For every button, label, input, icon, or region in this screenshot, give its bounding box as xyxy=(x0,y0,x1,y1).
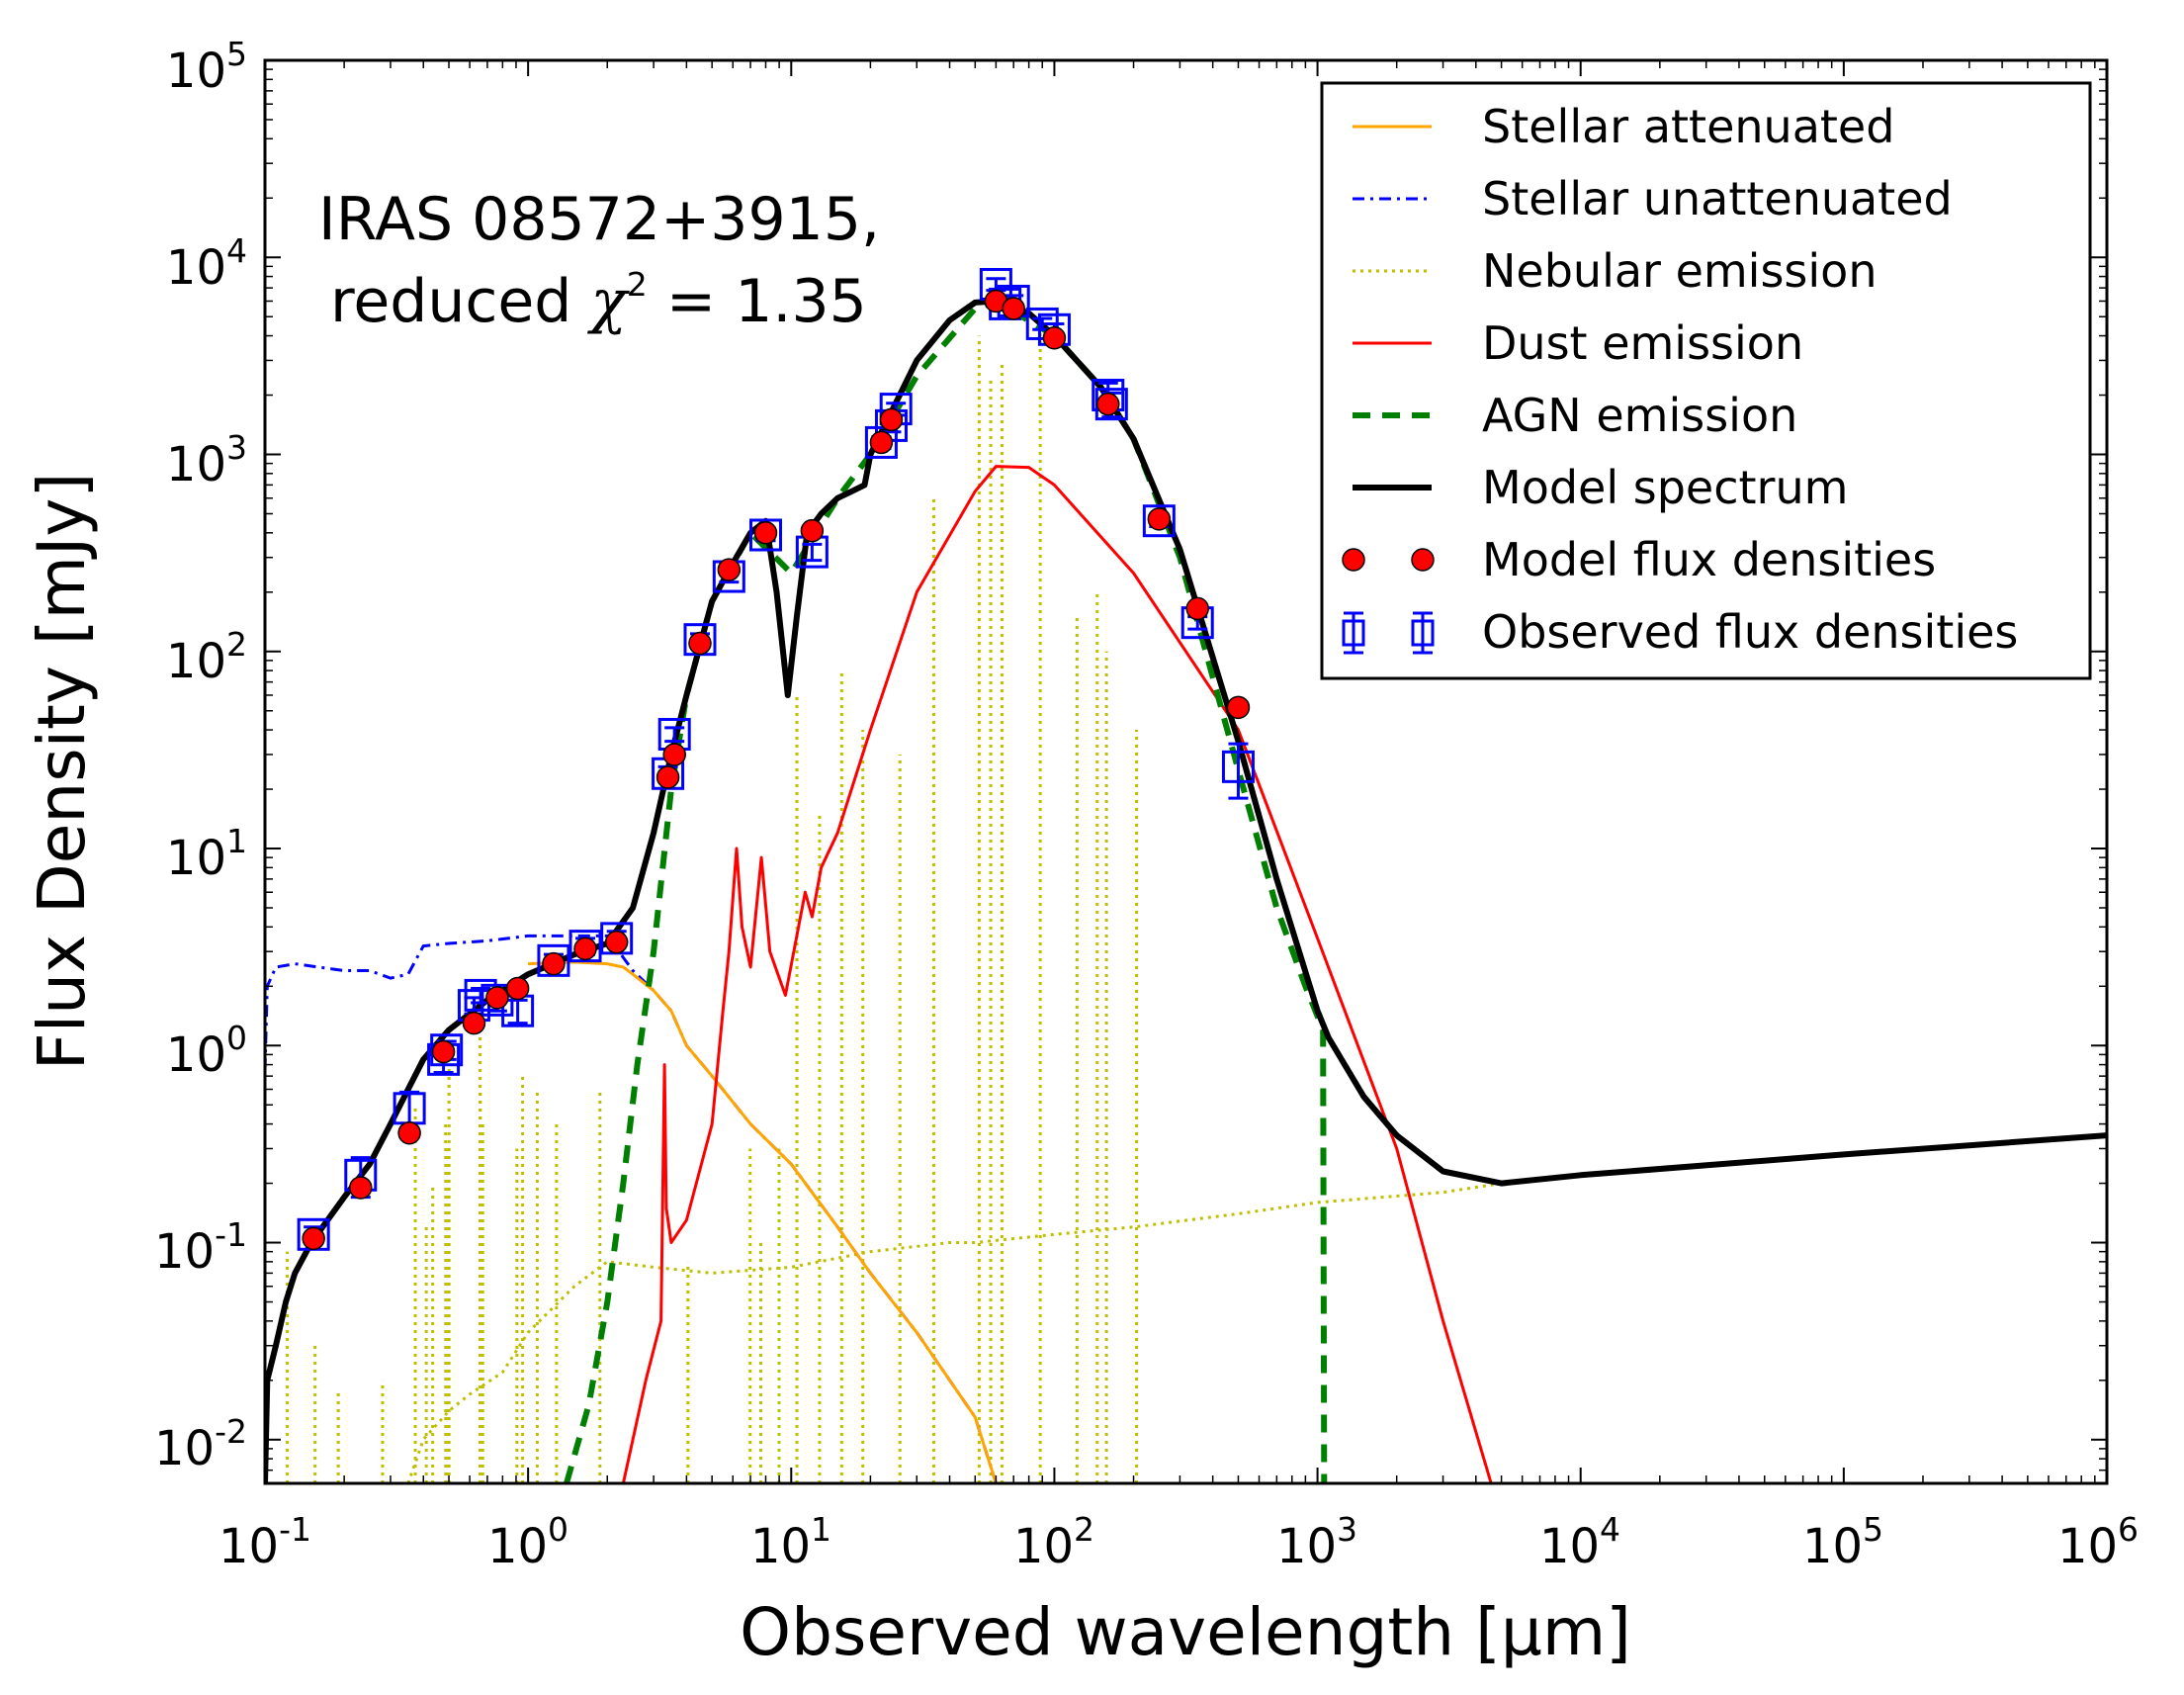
model-flux-point xyxy=(431,1039,456,1064)
model-flux-point xyxy=(717,558,742,581)
model-flux-point xyxy=(302,1226,325,1251)
model-flux-point xyxy=(1096,392,1120,416)
legend-entry-dust-emission: Dust emission xyxy=(1353,316,1803,370)
legend-label: Nebular emission xyxy=(1482,244,1877,298)
annotation-line1: IRAS 08572+3915, xyxy=(318,185,880,254)
observed-marker xyxy=(568,930,602,963)
y-tick-label: 103 xyxy=(166,428,247,492)
annotation-line2: reduced χ2 = 1.35 xyxy=(330,265,867,336)
observed-flux-point xyxy=(1221,742,1255,800)
model-flux-point xyxy=(688,631,712,656)
observed-marker xyxy=(1221,750,1255,783)
model-flux-point xyxy=(1147,507,1172,531)
y-axis-title: Flux Density [mJy] xyxy=(24,473,100,1070)
legend-box xyxy=(1320,81,2092,680)
y-tick-label: 104 xyxy=(166,231,247,296)
legend-label: Stellar attenuated xyxy=(1482,100,1894,153)
x-tick-label: 103 xyxy=(1276,1510,1357,1574)
legend-label: Stellar unattenuated xyxy=(1482,172,1953,225)
model-flux-point xyxy=(1042,325,1067,350)
x-tick-label: 10-1 xyxy=(218,1510,311,1574)
model-flux-point xyxy=(505,976,530,1001)
legend-entry-nebular-emission: Nebular emission xyxy=(1353,244,1877,298)
legend-label: Model flux densities xyxy=(1482,533,1936,586)
model-flux-point xyxy=(1002,297,1025,320)
model-flux-point xyxy=(800,518,825,543)
legend-label: Observed flux densities xyxy=(1482,605,2018,659)
y-tick-label: 102 xyxy=(166,625,247,689)
series-layer xyxy=(265,298,2107,1483)
legend-label: Dust emission xyxy=(1482,316,1803,370)
observed-marker xyxy=(1142,504,1176,538)
legend-entry-observed-flux-densities: Observed flux densities xyxy=(1342,605,2018,659)
ticks-layer xyxy=(264,59,2108,1484)
x-tick-label: 101 xyxy=(750,1510,831,1574)
observed-marker xyxy=(864,425,898,459)
model-flux-point xyxy=(662,743,686,766)
y-tick-label: 101 xyxy=(166,822,247,886)
y-tick-label: 105 xyxy=(166,35,247,99)
stellar-attenuated-series xyxy=(528,960,998,1483)
model-flux-point xyxy=(573,937,597,961)
model-flux-point xyxy=(879,407,904,432)
legend-entry-agn-emission: AGN emission xyxy=(1353,389,1797,442)
points-layer xyxy=(297,267,1255,1251)
observed-marker xyxy=(430,1033,464,1067)
model-flux-point xyxy=(397,1120,421,1145)
model-spectrum-series xyxy=(265,298,2107,1483)
x-tick-labels: 10-1 100 101 102 103 104 105 106 xyxy=(218,1510,2139,1574)
legend-entry-model-spectrum: Model spectrum xyxy=(1353,461,1848,514)
x-tick-label: 104 xyxy=(1539,1510,1620,1574)
model-flux-point xyxy=(604,930,629,954)
y-tick-labels: 10-2 10-1 100 101 102 103 104 105 xyxy=(154,35,247,1476)
y-tick-label: 100 xyxy=(166,1019,247,1083)
model-flux-point xyxy=(349,1176,373,1200)
x-axis-title: Observed wavelength [μm] xyxy=(740,1594,1631,1670)
model-flux-point xyxy=(1185,596,1209,621)
model-flux-point xyxy=(655,765,680,789)
legend-marker-model-flux xyxy=(1342,548,1365,572)
legend: Stellar attenuated Stellar unattenuated … xyxy=(1320,81,2092,680)
legend-marker-observed-flux xyxy=(1342,611,1365,655)
x-tick-label: 106 xyxy=(2057,1510,2139,1574)
plot-frame xyxy=(263,58,2109,1485)
model-flux-point xyxy=(462,1011,486,1035)
observed-marker xyxy=(748,518,782,552)
y-tick-label: 10-1 xyxy=(154,1215,247,1280)
model-flux-point xyxy=(542,951,566,976)
legend-label: Model spectrum xyxy=(1482,461,1848,514)
x-tick-label: 100 xyxy=(487,1510,568,1574)
model-flux-point xyxy=(485,986,509,1010)
dust-emission-series xyxy=(621,465,1493,1483)
legend-entry-model-flux-densities: Model flux densities xyxy=(1342,533,1936,586)
legend-marker-observed-flux xyxy=(1411,611,1435,655)
y-tick-label: 10-2 xyxy=(154,1412,247,1476)
x-tick-label: 102 xyxy=(1013,1510,1094,1574)
model-flux-point xyxy=(753,521,778,545)
model-flux-point xyxy=(1226,695,1251,720)
model-flux-point xyxy=(869,430,894,455)
legend-label: AGN emission xyxy=(1482,389,1797,442)
legend-entry-stellar-unattenuated: Stellar unattenuated xyxy=(1353,172,1953,225)
legend-entry-stellar-attenuated: Stellar attenuated xyxy=(1353,100,1894,153)
legend-marker-model-flux xyxy=(1411,548,1435,572)
x-tick-label: 105 xyxy=(1802,1510,1883,1574)
